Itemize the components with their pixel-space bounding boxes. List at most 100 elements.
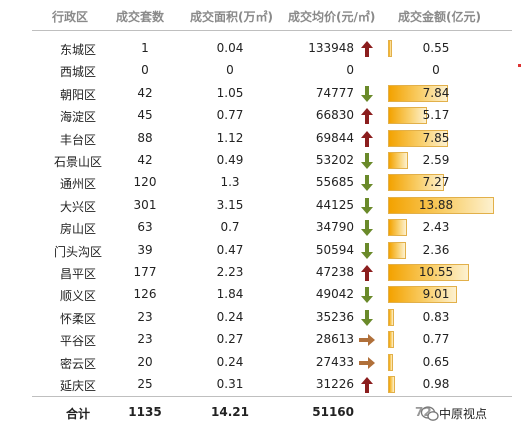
total-row: 合计 1135 14.21 51160 (0, 402, 531, 424)
table-row: 平谷区 23 0.27 28613 0.77 (0, 329, 531, 351)
avg-price: 55685 (315, 175, 354, 190)
deal-amount: 0.65 (422, 354, 450, 369)
deal-amount: 0 (432, 63, 440, 78)
deal-area: 1.3 (220, 175, 240, 190)
district-name: 密云区 (59, 356, 96, 371)
trend-down-arrow-icon (361, 309, 373, 326)
table-row: 昌平区 177 2.23 47238 10.55 (0, 262, 531, 284)
deal-amount: 0.55 (422, 41, 450, 55)
deal-area: 0.24 (216, 309, 244, 324)
deal-amount: 7.85 (422, 130, 450, 145)
deal-count: 20 (137, 354, 153, 369)
deal-amount: 2.43 (422, 220, 450, 235)
deal-amount: 0.98 (422, 377, 450, 391)
header-count: 成交套数 (116, 10, 165, 24)
trend-down-arrow-icon (361, 287, 373, 304)
district-name: 西城区 (59, 65, 96, 80)
deal-amount: 5.17 (422, 108, 450, 123)
deal-area: 0.47 (216, 242, 244, 257)
table-row: 房山区 63 0.7 34790 2.43 (0, 217, 531, 239)
deal-count: 88 (137, 130, 153, 145)
deal-area: 0.04 (216, 41, 244, 55)
deal-area: 0.7 (220, 220, 240, 235)
table-row: 通州区 120 1.3 55685 7.27 (0, 172, 531, 194)
deal-count: 126 (133, 287, 157, 302)
trend-right-arrow-icon (359, 356, 375, 369)
table-row: 大兴区 301 3.15 44125 13.88 (0, 195, 531, 217)
avg-price: 50594 (315, 242, 354, 257)
district-name: 昌平区 (59, 267, 96, 281)
amount-bar (388, 40, 393, 57)
deal-count: 42 (137, 85, 153, 100)
deal-amount: 13.88 (418, 197, 454, 212)
deal-area: 2.23 (216, 265, 244, 279)
avg-price: 69844 (315, 130, 354, 145)
district-name: 石景山区 (53, 155, 102, 169)
deal-area: 0.27 (216, 332, 244, 347)
amount-bar (388, 174, 444, 192)
table-row: 西城区 0 0 0 0 (0, 60, 531, 82)
avg-price: 133948 (308, 41, 354, 55)
avg-price: 44125 (315, 197, 354, 212)
avg-price: 34790 (315, 220, 354, 235)
header-district: 行政区 (52, 10, 89, 24)
deal-area: 0.49 (216, 153, 244, 167)
deal-count: 1 (141, 41, 149, 55)
amount-bar (388, 331, 394, 349)
deal-count: 63 (137, 220, 153, 235)
trend-down-arrow-icon (361, 85, 373, 102)
trend-right-arrow-icon (359, 334, 375, 347)
deal-amount: 2.59 (422, 153, 450, 167)
table-row: 石景山区 42 0.49 53202 2.59 (0, 150, 531, 172)
header-area: 成交面积(万㎡) (190, 10, 273, 24)
trend-down-arrow-icon (361, 220, 373, 237)
deal-area: 0 (226, 63, 234, 78)
avg-price: 49042 (315, 287, 354, 302)
avg-price: 74777 (315, 85, 354, 100)
avg-price: 35236 (315, 309, 354, 324)
wechat-icon (421, 406, 439, 421)
deal-count: 23 (137, 332, 153, 347)
district-name: 海淀区 (59, 110, 96, 125)
table-row: 顺义区 126 1.84 49042 9.01 (0, 284, 531, 306)
amount-bar (388, 129, 448, 147)
amount-bar (388, 219, 407, 237)
deal-area: 0.77 (216, 108, 244, 123)
table-row: 海淀区 45 0.77 66830 5.17 (0, 105, 531, 127)
avg-price: 27433 (315, 354, 354, 369)
district-name: 顺义区 (59, 289, 96, 304)
amount-bar (388, 152, 408, 169)
total-price: 51160 (312, 405, 354, 419)
deal-area: 0.31 (216, 377, 244, 391)
avg-price: 31226 (315, 377, 354, 391)
trend-up-arrow-icon (361, 108, 373, 125)
deal-amount: 0.77 (422, 332, 450, 347)
district-name: 平谷区 (59, 334, 96, 349)
avg-price: 0 (346, 63, 354, 78)
avg-price: 66830 (315, 108, 354, 123)
amount-bar (388, 353, 393, 371)
amount-bar (388, 107, 428, 125)
amount-bar (388, 376, 396, 393)
amount-bar (388, 264, 469, 281)
deal-count: 42 (137, 153, 153, 167)
total-count: 1135 (128, 405, 162, 419)
deal-count: 120 (133, 175, 157, 190)
district-name: 门头沟区 (53, 244, 102, 259)
deal-area: 0.24 (216, 354, 244, 369)
avg-price: 47238 (315, 265, 354, 279)
deal-count: 45 (137, 108, 153, 123)
trend-up-arrow-icon (361, 265, 373, 281)
corner-mark (518, 64, 521, 67)
amount-bar (388, 196, 494, 214)
total-divider (32, 396, 512, 397)
deal-area: 1.84 (216, 287, 244, 302)
table-row: 丰台区 88 1.12 69844 7.85 (0, 128, 531, 150)
deal-area: 3.15 (216, 197, 244, 212)
header-divider (32, 30, 512, 31)
deal-count: 0 (141, 63, 149, 78)
amount-bar (388, 308, 395, 326)
header-price: 成交均价(元/㎡) (288, 10, 376, 24)
trend-up-arrow-icon (361, 130, 373, 147)
watermark-text: 中原视点 (439, 407, 488, 421)
